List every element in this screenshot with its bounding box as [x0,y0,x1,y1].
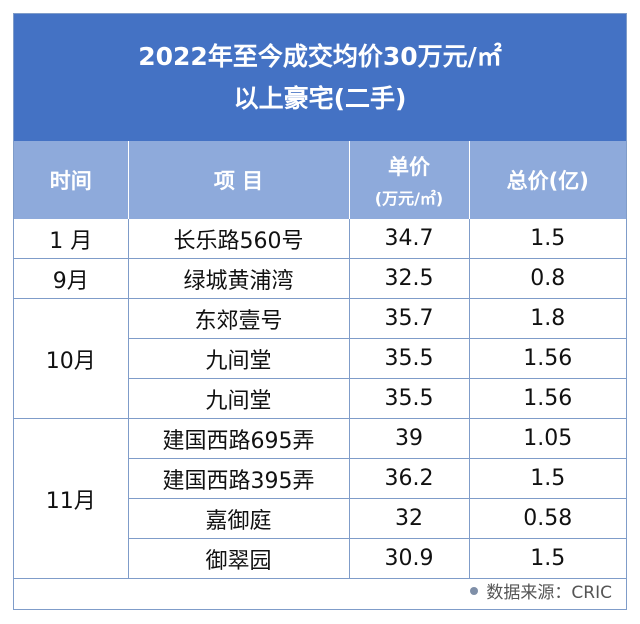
table-row: 嘉御庭 32 0.58 [14,498,626,539]
header-unit-price-label: 单价 [388,155,430,179]
table-row: 10月 东郊壹号 35.7 1.8 [14,298,626,419]
title-line-1: 2022年至今成交均价30万元/㎡ [138,41,502,71]
project-cell: 九间堂 [128,338,350,379]
unit-price-cell: 30.9 [349,538,470,579]
total-price-cell: 1.5 [469,538,626,579]
project-cell: 九间堂 [128,378,350,419]
unit-price-cell: 34.7 [349,219,470,259]
table-title: 2022年至今成交均价30万元/㎡ 以上豪宅(二手) [14,14,626,141]
header-row: 时间 项 目 单价 (万元/㎡) 总价(亿) [14,141,626,219]
table-row: 1 月 长乐路560号 34.7 1.5 [14,219,626,259]
header-unit-price-unit: (万元/㎡) [374,189,444,208]
unit-price-cell: 32.5 [349,258,470,299]
unit-price-cell: 39 [349,418,470,459]
total-price-cell: 1.56 [469,378,626,419]
header-total-price: 总价(亿) [469,141,626,219]
title-line-2: 以上豪宅(二手) [233,83,407,113]
unit-price-cell: 36.2 [349,458,470,499]
month-cell: 9月 [14,258,129,299]
total-price-cell: 1.5 [469,219,626,259]
project-cell: 建国西路395弄 [128,458,350,499]
unit-price-cell: 32 [349,498,470,539]
month-cell: 10月 [14,298,129,419]
source-note: 数据来源：CRIC [470,578,612,603]
header-time: 时间 [14,141,129,219]
total-price-cell: 1.5 [469,458,626,499]
total-price-cell: 1.56 [469,338,626,379]
source-text: 数据来源：CRIC [486,583,612,603]
header-project: 项 目 [128,141,350,219]
table-row: 九间堂 35.5 1.56 [14,378,626,419]
month-cell: 11月 [14,418,129,579]
project-cell: 御翠园 [128,538,350,579]
table-card: 2022年至今成交均价30万元/㎡ 以上豪宅(二手) 时间 项 目 单价 (万元… [13,13,627,610]
deals-table: 时间 项 目 单价 (万元/㎡) 总价(亿) 1 月 长乐路560号 34.7 … [14,141,626,579]
total-price-cell: 0.8 [469,258,626,299]
project-cell: 长乐路560号 [128,219,350,259]
table-row: 建国西路395弄 36.2 1.5 [14,458,626,499]
unit-price-cell: 35.5 [349,378,470,419]
project-cell: 东郊壹号 [128,298,350,339]
unit-price-cell: 35.5 [349,338,470,379]
total-price-cell: 0.58 [469,498,626,539]
total-price-cell: 1.8 [469,298,626,339]
table-row: 御翠园 30.9 1.5 [14,538,626,579]
table-row: 11月 建国西路695弄 39 1.05 [14,418,626,579]
month-cell: 1 月 [14,219,129,259]
project-cell: 绿城黄浦湾 [128,258,350,299]
project-cell: 建国西路695弄 [128,418,350,459]
table-row: 九间堂 35.5 1.56 [14,338,626,379]
bullet-dot-icon [470,586,479,595]
project-cell: 嘉御庭 [128,498,350,539]
unit-price-cell: 35.7 [349,298,470,339]
total-price-cell: 1.05 [469,418,626,459]
table-row: 9月 绿城黄浦湾 32.5 0.8 [14,258,626,299]
header-unit-price: 单价 (万元/㎡) [349,141,470,219]
